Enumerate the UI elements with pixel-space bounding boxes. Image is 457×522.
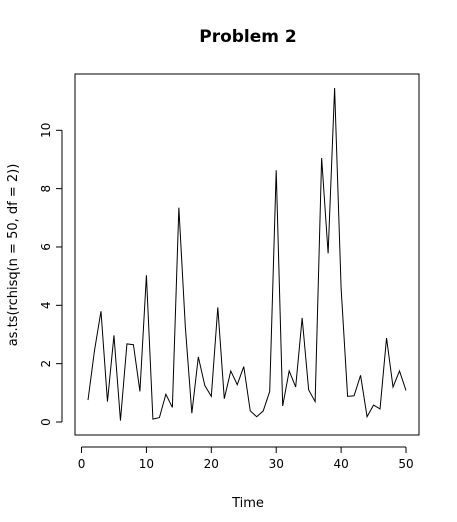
- y-tick-label: 6: [39, 243, 53, 251]
- x-tick-label: 30: [269, 457, 284, 471]
- y-tick-label: 0: [39, 418, 53, 426]
- y-axis-label: as.ts(rchisq(n = 50, df = 2)): [6, 164, 21, 347]
- y-axis: 0 2 4 6 8 10: [39, 123, 63, 426]
- y-tick-label: 2: [39, 360, 53, 368]
- x-axis-label: Time: [231, 496, 264, 511]
- y-tick-label: 8: [39, 185, 53, 193]
- x-axis: 0 10 20 30 40 50: [78, 446, 414, 471]
- y-tick-label: 4: [39, 301, 53, 309]
- y-tick-label: 10: [39, 123, 53, 138]
- x-tick-label: 40: [333, 457, 348, 471]
- chart-title: Problem 2: [199, 27, 297, 47]
- data-points: [88, 88, 406, 421]
- x-tick-label: 0: [78, 457, 86, 471]
- x-tick-label: 10: [139, 457, 154, 471]
- x-tick-label: 20: [204, 457, 219, 471]
- plot-frame: [74, 73, 420, 436]
- x-tick-label: 50: [398, 457, 413, 471]
- series-line: [87, 87, 407, 421]
